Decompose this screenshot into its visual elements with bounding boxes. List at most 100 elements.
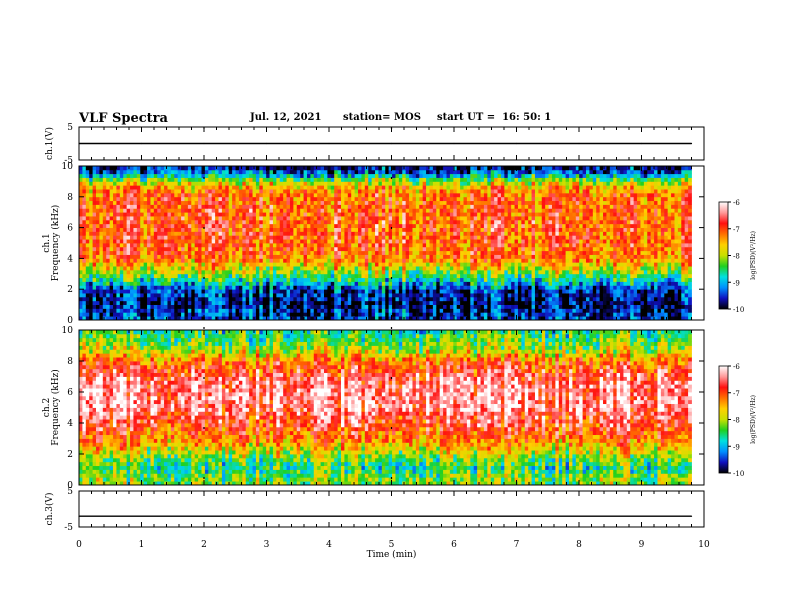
spectrogram-cell [466, 231, 471, 236]
spectrogram-cell [136, 204, 141, 209]
spectrogram-cell [79, 239, 83, 244]
spectrogram-cell [198, 312, 202, 317]
spectrogram-cell [215, 243, 219, 248]
spectrogram-cell [456, 266, 461, 271]
spectrogram-cell [109, 239, 114, 244]
spectrogram-cell [187, 289, 192, 294]
spectrogram-cell [167, 192, 172, 198]
spectrogram-cell [422, 185, 427, 190]
spectrogram-cell [310, 289, 315, 294]
spectrogram-cell [89, 296, 94, 302]
spectrogram-cell [483, 196, 488, 202]
spectrogram-cell [82, 246, 87, 252]
spectrogram-cell [449, 235, 454, 240]
spectrogram-cell [133, 166, 138, 171]
spectrogram-cell [157, 189, 162, 194]
spectrogram-cell [99, 262, 104, 267]
spectrogram-cell [79, 289, 83, 294]
spectrogram-cell [375, 281, 379, 286]
spectrogram-cell [215, 316, 219, 321]
spectrogram-cell [463, 177, 468, 182]
spectrogram-cell [480, 177, 485, 182]
spectrogram-cell [405, 223, 410, 228]
spectrogram-cell [255, 173, 260, 178]
spectrogram-cell [119, 285, 124, 290]
spectrogram-cell [140, 181, 145, 186]
spectrogram-cell [187, 196, 192, 202]
spectrogram-cell [460, 204, 464, 209]
spectrogram-cell [79, 223, 83, 228]
spectrogram-cell [432, 312, 437, 317]
spectrogram-cell [170, 189, 175, 194]
spectrogram-cell [388, 250, 393, 255]
spectrogram-cell [204, 239, 209, 244]
spectrogram-cell [123, 200, 128, 205]
spectrogram-cell [460, 185, 464, 190]
spectrogram-cell [351, 239, 356, 244]
spectrogram-cell [453, 312, 458, 317]
spectrogram-cell [177, 285, 182, 290]
spectrogram-cell [337, 189, 342, 194]
spectrogram-cell [432, 173, 437, 178]
spectrogram-cell [432, 308, 437, 313]
spectrogram-cell [249, 308, 253, 313]
spectrogram-cell [381, 219, 386, 225]
spectrogram-cell [119, 304, 124, 309]
spectrogram-cell [279, 189, 284, 194]
spectrogram-cell [371, 308, 376, 313]
spectrogram-cell [392, 293, 396, 298]
spectrogram-cell [266, 169, 270, 175]
spectrogram-cell [218, 200, 223, 205]
spectrogram-cell [99, 216, 104, 221]
spectrogram-cell [354, 235, 359, 240]
spectrogram-cell [167, 281, 172, 286]
spectrogram-cell [204, 285, 209, 290]
spectrogram-cell [116, 304, 121, 309]
spectrogram-cell [249, 196, 253, 202]
spectrogram-cell [245, 246, 250, 252]
spectrogram-cell [351, 289, 356, 294]
spectrogram-cell [157, 216, 162, 221]
spectrogram-cell [170, 216, 175, 221]
spectrogram-cell [160, 216, 165, 221]
spectrogram-cell [85, 273, 90, 279]
spectrogram-cell [313, 231, 318, 236]
spectrogram-cell [164, 181, 168, 186]
spectrogram-cell [378, 281, 383, 286]
spectrogram-cell [177, 200, 182, 205]
spectrogram-cell [364, 246, 369, 252]
spectrogram-cell [446, 304, 451, 309]
spectrogram-cell [109, 273, 114, 279]
spectrogram-cell [208, 316, 213, 321]
spectrogram-cell [286, 196, 291, 202]
spectrogram-cell [337, 250, 342, 255]
spectrogram-cell [334, 204, 339, 209]
spectrogram-cell [296, 269, 301, 275]
spectrogram-cell [123, 177, 128, 182]
spectrogram-cell [453, 296, 458, 302]
spectrogram-cell [85, 231, 90, 236]
spectrogram-cell [160, 269, 165, 275]
spectrogram-cell [490, 246, 495, 252]
spectrogram-cell [150, 316, 155, 321]
spectrogram-cell [306, 173, 311, 178]
spectrogram-cell [92, 166, 97, 171]
spectrogram-cell [269, 296, 274, 302]
spectrogram-cell [215, 212, 219, 217]
spectrogram-cell [460, 312, 464, 317]
spectrogram-cell [419, 285, 424, 290]
spectrogram-cell [252, 181, 257, 186]
spectrogram-cell [85, 289, 90, 294]
spectrogram-cell [140, 250, 145, 255]
spectrogram-cell [490, 227, 495, 232]
spectrogram-cell [466, 300, 471, 305]
spectrogram-cell [269, 196, 274, 202]
spectrogram-cell [85, 181, 90, 186]
spectrogram-cell [79, 231, 83, 236]
spectrogram-cell [388, 300, 393, 305]
spectrogram-cell [364, 266, 369, 271]
spectrogram-cell [344, 312, 349, 317]
spectrogram-cell [449, 177, 454, 182]
spectrogram-cell [221, 192, 226, 198]
spectrogram-cell [147, 185, 151, 190]
